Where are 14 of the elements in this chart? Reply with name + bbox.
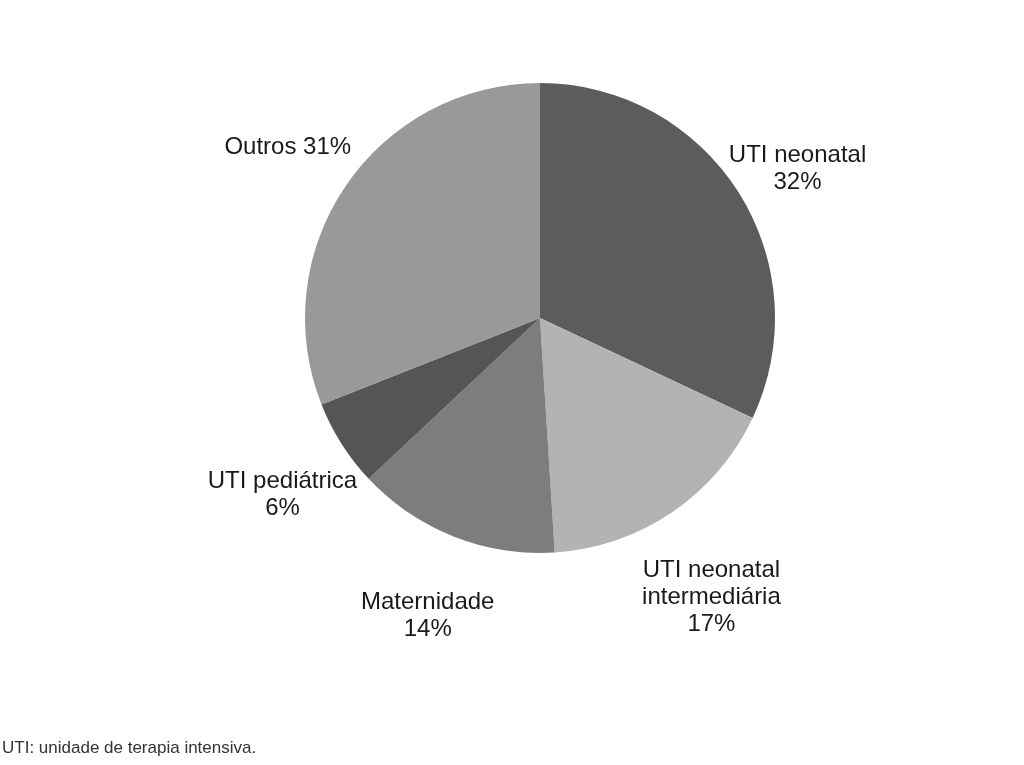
data-label: 32% — [773, 166, 822, 194]
pie-slice — [368, 318, 555, 553]
slice-label: UTI neonatal — [728, 139, 867, 167]
slice-label: UTI pediátrica — [207, 466, 358, 494]
slice-label: Outros 31% — [224, 131, 352, 159]
data-label: 17% — [687, 609, 736, 637]
pie-slice — [305, 83, 540, 405]
pie-slice — [540, 318, 753, 553]
data-label: 6% — [265, 493, 300, 521]
pie-slice — [540, 83, 775, 419]
text: UTI: unidade de terapia intensiva. — [2, 738, 257, 757]
data-label: 14% — [403, 613, 452, 641]
slice-label: Maternidade — [361, 586, 495, 614]
slice-label: UTI neonatal intermediária — [642, 555, 782, 610]
